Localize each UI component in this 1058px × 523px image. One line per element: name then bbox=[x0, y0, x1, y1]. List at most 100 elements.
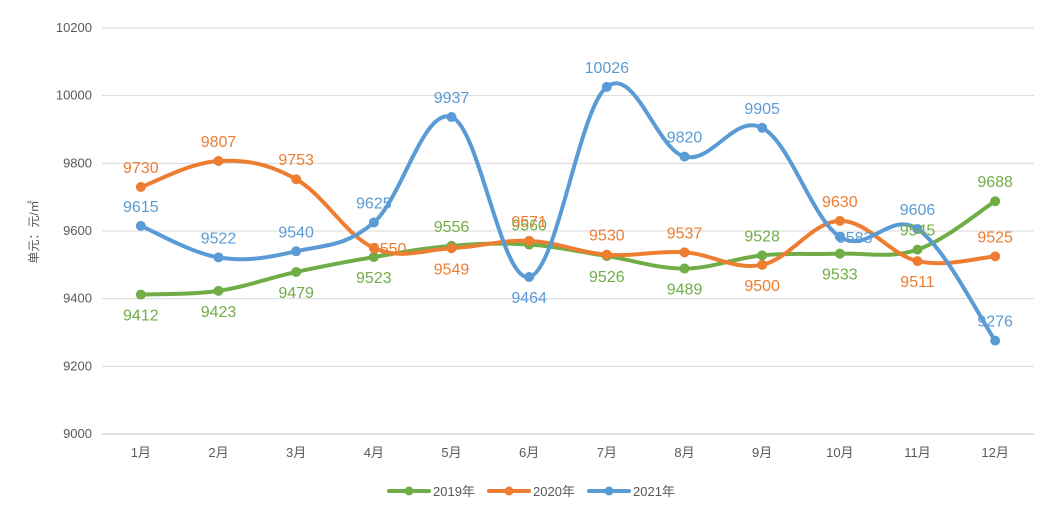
x-axis-ticks: 1月 2月 3月 4月 5月 6月 7月 8月 9月 10月 11月 12月 bbox=[131, 445, 1009, 460]
data-label: 9688 bbox=[977, 174, 1013, 191]
x-tick-label: 6月 bbox=[519, 445, 539, 460]
x-tick-label: 9月 bbox=[752, 445, 772, 460]
data-label: 9523 bbox=[356, 270, 392, 287]
data-label: 9730 bbox=[123, 160, 159, 177]
data-label: 9606 bbox=[900, 202, 936, 219]
data-point bbox=[601, 249, 612, 260]
data-label: 9571 bbox=[511, 214, 547, 231]
data-label: 9511 bbox=[900, 274, 935, 291]
y-tick-label: 10000 bbox=[56, 88, 92, 103]
data-label: 9753 bbox=[278, 152, 314, 169]
data-label: 9615 bbox=[123, 199, 159, 216]
series-line bbox=[138, 81, 998, 343]
x-tick-label: 8月 bbox=[674, 445, 694, 460]
data-label: 9556 bbox=[434, 219, 470, 236]
y-tick-label: 9600 bbox=[63, 223, 92, 238]
data-labels: 9412 9423 9479 9523 9556 9560 9526 9489 9528 9533… bbox=[123, 60, 1013, 331]
legend-marker bbox=[604, 486, 614, 496]
data-label: 9528 bbox=[744, 228, 780, 245]
data-point bbox=[213, 155, 224, 166]
data-label: 9464 bbox=[511, 290, 547, 307]
y-tick-label: 9000 bbox=[63, 426, 92, 441]
data-point bbox=[213, 285, 224, 296]
legend-item: 2019年 bbox=[387, 484, 475, 499]
series-2020年 bbox=[135, 155, 1001, 270]
data-label: 9820 bbox=[667, 130, 703, 147]
data-label: 9423 bbox=[201, 304, 237, 321]
series-lines bbox=[135, 81, 1001, 346]
data-label: 9937 bbox=[434, 90, 470, 107]
data-label: 9550 bbox=[371, 241, 407, 258]
data-point bbox=[368, 252, 379, 263]
data-point bbox=[601, 81, 612, 92]
y-axis-ticks: 9000 9200 9400 9600 9800 10000 10200 bbox=[56, 20, 92, 441]
data-point bbox=[135, 182, 146, 193]
data-point bbox=[446, 111, 457, 122]
legend-label: 2019年 bbox=[433, 484, 475, 499]
x-tick-label: 12月 bbox=[981, 445, 1008, 460]
data-point bbox=[990, 251, 1001, 262]
y-tick-label: 10200 bbox=[56, 20, 92, 35]
legend-label: 2021年 bbox=[633, 484, 675, 499]
data-point bbox=[291, 174, 302, 185]
data-point bbox=[368, 217, 379, 228]
gridlines bbox=[102, 27, 1034, 435]
data-label: 9807 bbox=[201, 134, 237, 151]
data-point bbox=[834, 248, 845, 259]
data-point bbox=[912, 256, 923, 267]
data-label: 9479 bbox=[278, 285, 314, 302]
data-point bbox=[524, 235, 535, 246]
y-axis-label: 单元：元/㎡ bbox=[27, 200, 41, 263]
data-point bbox=[679, 151, 690, 162]
x-tick-label: 1月 bbox=[131, 445, 151, 460]
data-point bbox=[291, 246, 302, 257]
data-point bbox=[990, 196, 1001, 207]
data-label: 9537 bbox=[667, 225, 703, 242]
data-point bbox=[757, 259, 768, 270]
data-point bbox=[912, 223, 923, 234]
y-tick-label: 9200 bbox=[63, 358, 92, 373]
data-point bbox=[679, 247, 690, 258]
x-tick-label: 7月 bbox=[597, 445, 617, 460]
data-point bbox=[135, 220, 146, 231]
data-label: 9526 bbox=[589, 269, 625, 286]
x-tick-label: 11月 bbox=[904, 445, 931, 460]
legend-label: 2020年 bbox=[533, 484, 575, 499]
data-label: 9412 bbox=[123, 308, 159, 325]
x-tick-label: 3月 bbox=[286, 445, 306, 460]
data-point bbox=[912, 244, 923, 255]
data-point bbox=[990, 335, 1001, 346]
y-tick-label: 9800 bbox=[63, 155, 92, 170]
data-label: 9500 bbox=[744, 278, 780, 295]
data-point bbox=[135, 289, 146, 300]
data-point bbox=[757, 122, 768, 133]
legend-marker bbox=[404, 486, 414, 496]
data-point bbox=[679, 263, 690, 274]
legend-marker bbox=[504, 486, 514, 496]
data-point bbox=[213, 252, 224, 263]
legend-item: 2020年 bbox=[487, 484, 575, 499]
data-label: 9583 bbox=[837, 230, 873, 247]
data-label: 9545 bbox=[900, 223, 936, 240]
data-label: 10026 bbox=[585, 60, 630, 77]
data-label: 9540 bbox=[278, 224, 314, 241]
x-tick-label: 10月 bbox=[826, 445, 853, 460]
data-point bbox=[291, 266, 302, 277]
legend-item: 2021年 bbox=[587, 484, 675, 499]
data-label: 9560 bbox=[511, 218, 547, 235]
data-label: 9525 bbox=[977, 229, 1013, 246]
data-label: 9630 bbox=[822, 194, 858, 211]
data-point bbox=[524, 272, 535, 283]
x-tick-label: 5月 bbox=[441, 445, 461, 460]
data-label: 9489 bbox=[667, 282, 703, 299]
legend: 2019年 2020年 2021年 bbox=[387, 484, 675, 499]
data-point bbox=[368, 242, 379, 253]
x-tick-label: 2月 bbox=[208, 445, 228, 460]
data-point bbox=[446, 243, 457, 254]
data-point bbox=[757, 250, 768, 261]
data-label: 9276 bbox=[977, 314, 1013, 331]
y-tick-label: 9400 bbox=[63, 291, 92, 306]
data-label: 9533 bbox=[822, 267, 858, 284]
